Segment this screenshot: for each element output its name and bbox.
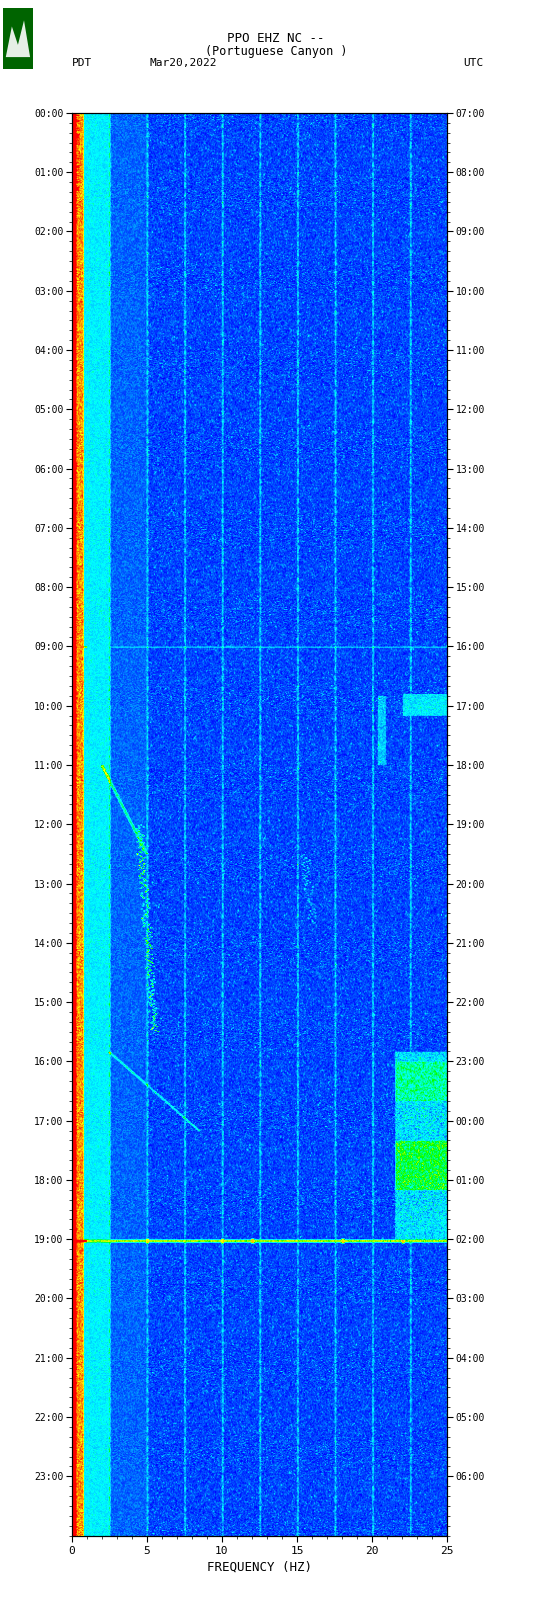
Text: UTC: UTC [464, 58, 484, 68]
Text: PDT: PDT [72, 58, 92, 68]
Text: Mar20,2022: Mar20,2022 [149, 58, 216, 68]
Text: PPO EHZ NC --: PPO EHZ NC -- [227, 32, 325, 45]
Text: (Portuguese Canyon ): (Portuguese Canyon ) [205, 45, 347, 58]
FancyBboxPatch shape [3, 8, 33, 69]
Polygon shape [6, 21, 30, 56]
X-axis label: FREQUENCY (HZ): FREQUENCY (HZ) [207, 1560, 312, 1573]
